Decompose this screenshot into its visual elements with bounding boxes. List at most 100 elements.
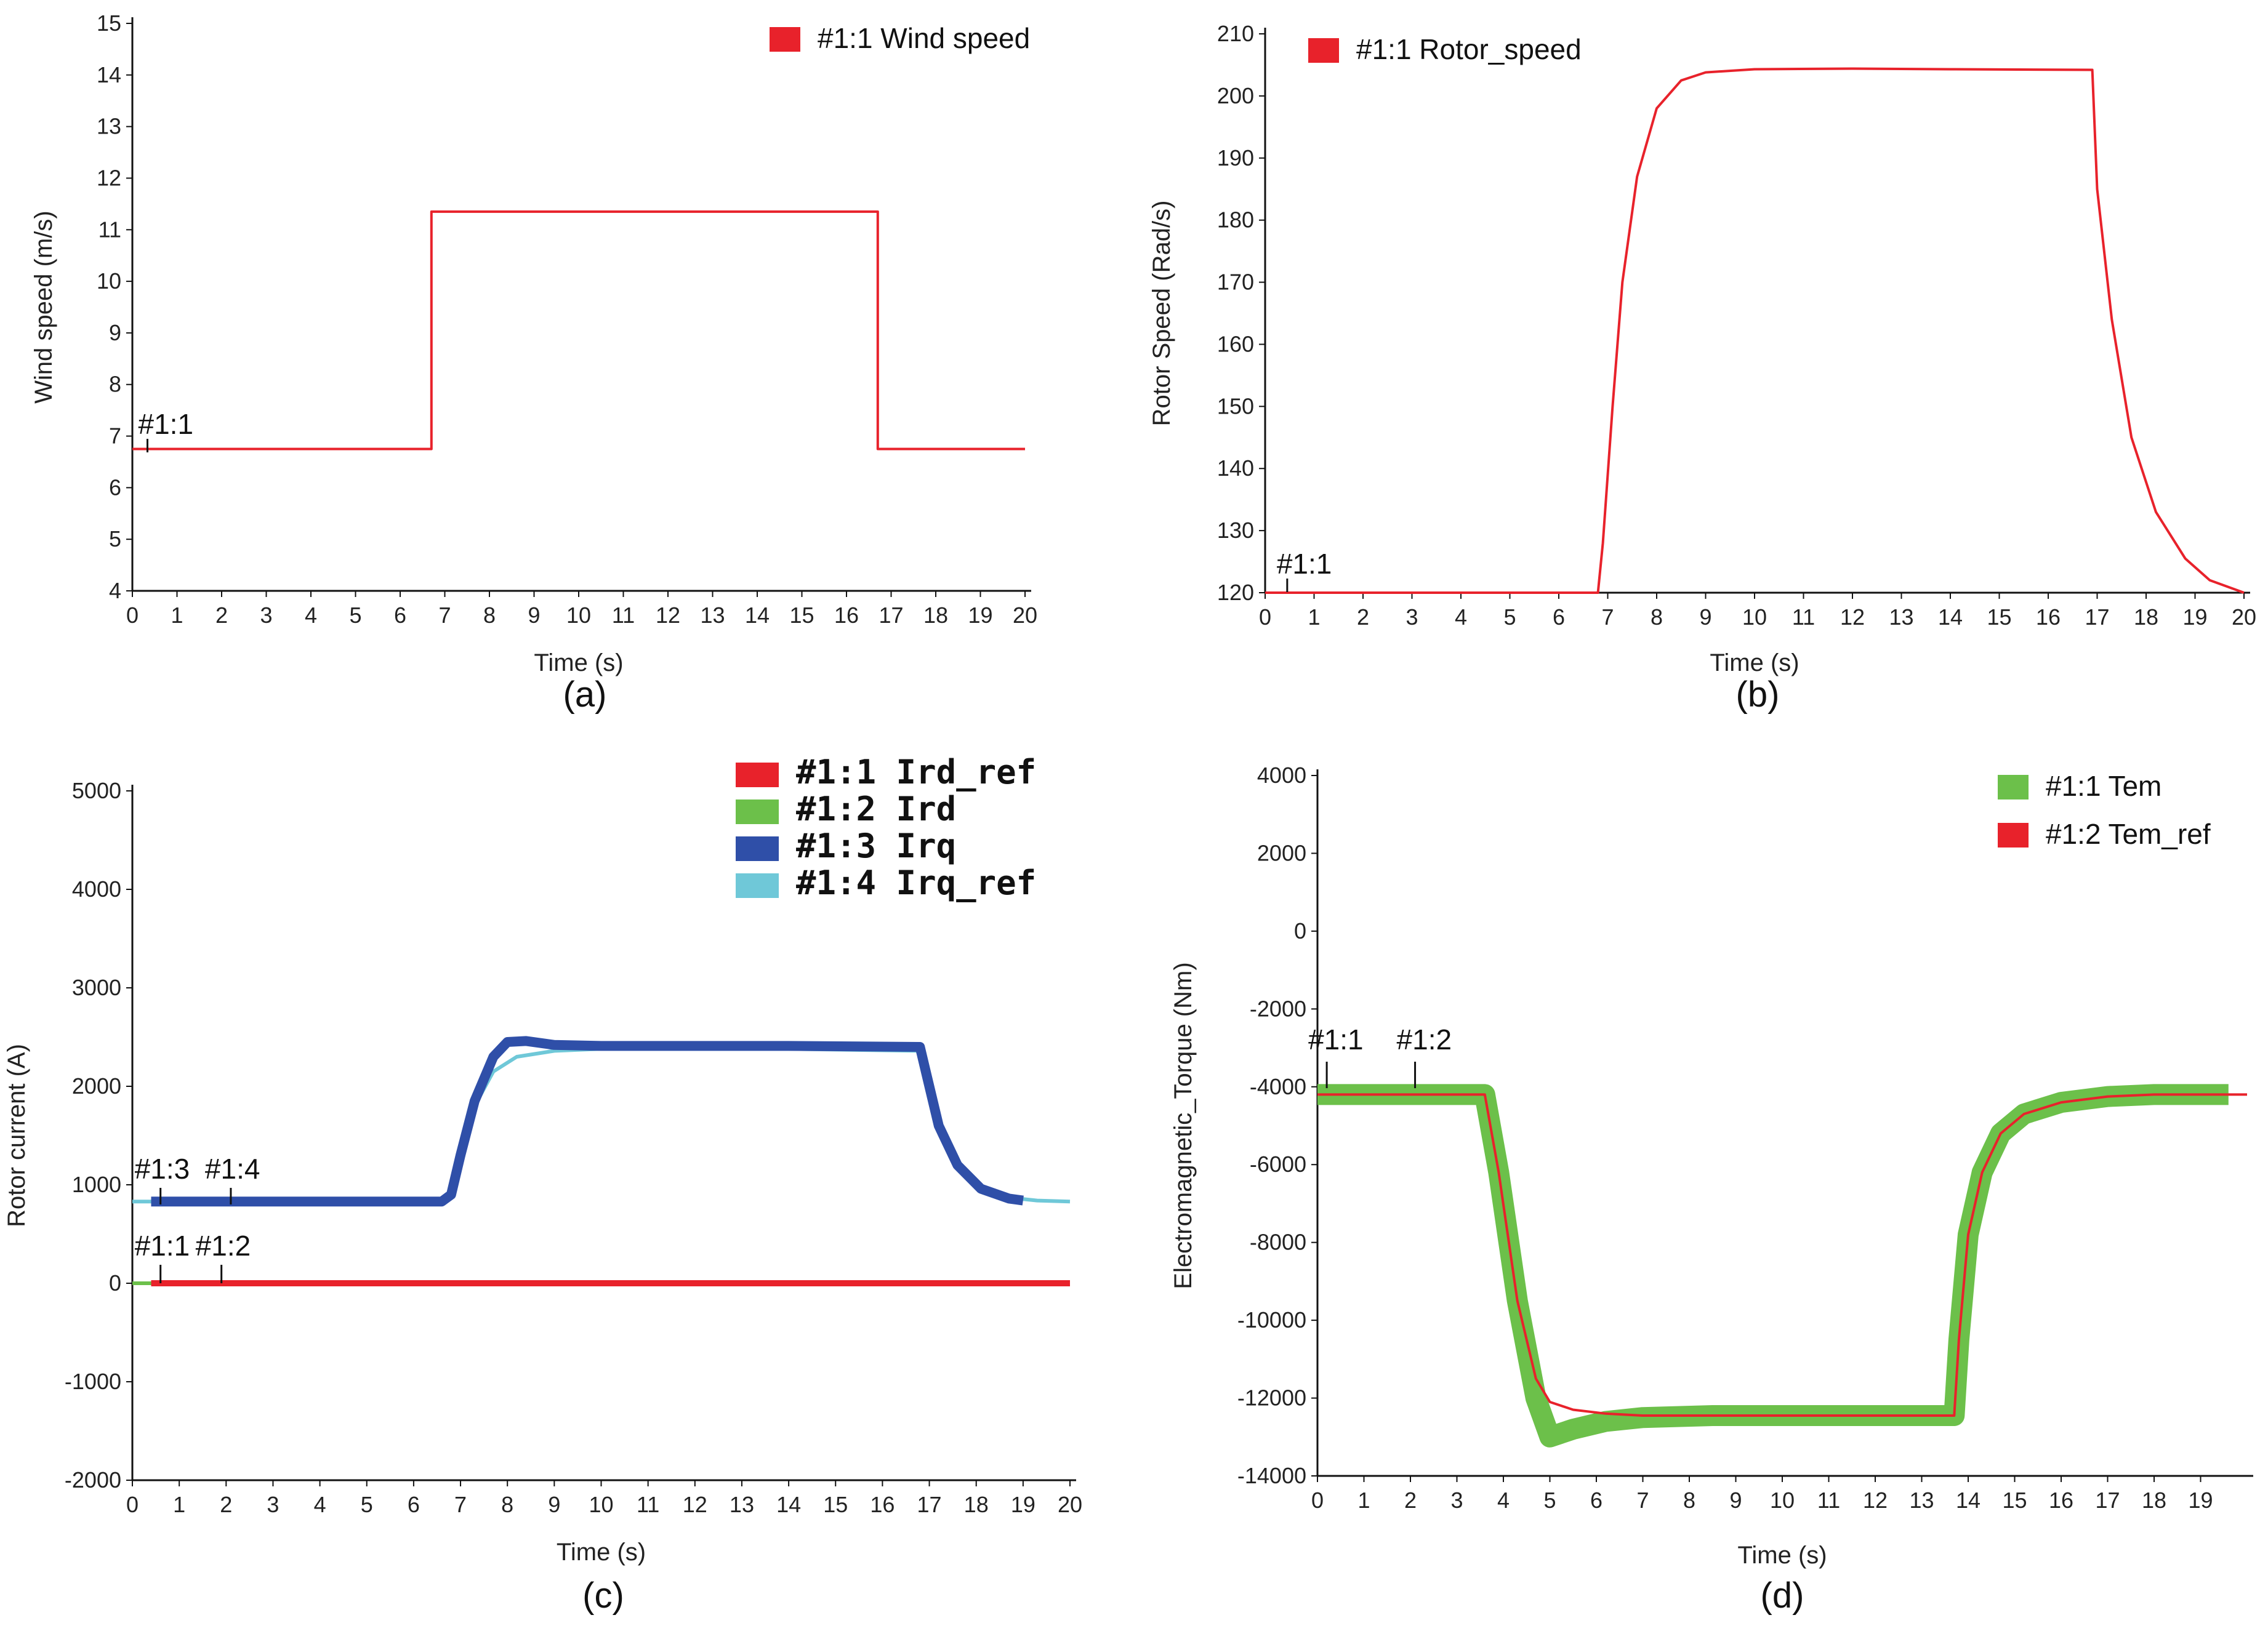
x-tick-label: 14 <box>745 603 770 628</box>
x-tick-label: 4 <box>314 1492 326 1517</box>
panel-label: (d) <box>1761 1576 1804 1616</box>
marker-label: #1:3 <box>135 1153 190 1185</box>
x-tick-label: 11 <box>612 603 635 628</box>
x-tick-label: 16 <box>2036 604 2061 630</box>
panel-label: (a) <box>563 675 607 715</box>
x-tick-label: 17 <box>879 603 903 628</box>
y-tick-label: 8 <box>109 372 121 397</box>
legend-swatch <box>736 873 779 898</box>
legend-label: #1:1 Rotor_speed <box>1356 33 1582 65</box>
y-tick-label: 130 <box>1217 518 1254 543</box>
marker-label: #1:1 <box>135 1230 190 1262</box>
x-tick-label: 4 <box>305 603 317 628</box>
x-tick-label: 18 <box>2134 604 2158 630</box>
x-tick-label: 16 <box>870 1492 895 1517</box>
x-tick-label: 9 <box>1699 604 1711 630</box>
x-tick-label: 15 <box>2002 1488 2027 1513</box>
y-tick-label: -12000 <box>1237 1385 1306 1411</box>
y-tick-label: 120 <box>1217 580 1254 605</box>
y-tick-label: 190 <box>1217 145 1254 170</box>
x-tick-label: 13 <box>700 603 725 628</box>
y-tick-label: -4000 <box>1250 1074 1306 1099</box>
marker-label: #1:4 <box>205 1153 260 1185</box>
x-tick-label: 14 <box>776 1492 801 1517</box>
y-tick-label: 0 <box>1294 918 1306 944</box>
x-tick-label: 10 <box>1742 604 1767 630</box>
legend-swatch <box>736 799 779 824</box>
legend-swatch <box>1998 823 2029 848</box>
y-tick-label: -2000 <box>1250 996 1306 1021</box>
y-tick-label: -8000 <box>1250 1230 1306 1255</box>
y-tick-label: 140 <box>1217 455 1254 481</box>
x-tick-label: 7 <box>1636 1488 1649 1513</box>
y-tick-label: -10000 <box>1237 1307 1306 1332</box>
x-axis-title: Time (s) <box>557 1539 646 1566</box>
x-tick-label: 2 <box>1357 604 1369 630</box>
y-tick-label: 5000 <box>72 778 121 803</box>
x-tick-label: 12 <box>1840 604 1865 630</box>
x-tick-label: 15 <box>823 1492 848 1517</box>
x-tick-label: 8 <box>483 603 496 628</box>
y-tick-label: 160 <box>1217 331 1254 356</box>
x-tick-label: 19 <box>968 603 992 628</box>
x-tick-label: 17 <box>2085 604 2109 630</box>
x-tick-label: 14 <box>1938 604 1963 630</box>
x-tick-label: 10 <box>566 603 591 628</box>
x-tick-label: 1 <box>1357 1488 1370 1513</box>
x-tick-label: 3 <box>267 1492 279 1517</box>
series-line <box>1317 1084 2229 1448</box>
x-tick-label: 9 <box>548 1492 560 1517</box>
y-tick-label: 3000 <box>72 975 121 1000</box>
y-tick-label: 4000 <box>1257 763 1306 788</box>
series-line <box>151 1036 1024 1207</box>
chart-c: 0 1 2 3 4 5 6 7 8 9 10 11 12 13 14 15 16 17 18 19 20-2000-10… <box>3 753 1082 1616</box>
x-tick-label: 13 <box>1889 604 1913 630</box>
x-axis-title: Time (s) <box>1710 649 1799 676</box>
marker-label: #1:1 <box>1308 1024 1364 1056</box>
y-axis-title: Rotor Speed (Rad/s) <box>1148 201 1175 427</box>
legend-swatch <box>1998 775 2029 799</box>
legend-swatch <box>1308 38 1339 63</box>
x-tick-label: 17 <box>2095 1488 2120 1513</box>
x-tick-label: 11 <box>637 1492 659 1517</box>
x-tick-label: 2 <box>1404 1488 1417 1513</box>
legend-swatch <box>770 27 800 52</box>
marker-label: #1:2 <box>1397 1024 1452 1056</box>
chart-d: 0 1 2 3 4 5 6 7 8 9 10 11 12 13 14 15 16 17 18 19-14000-120… <box>1170 763 2253 1616</box>
y-tick-label: 2000 <box>72 1073 121 1099</box>
x-tick-label: 18 <box>964 1492 989 1517</box>
legend-label: #1:1 Wind speed <box>818 22 1030 54</box>
marker-label: #1:1 <box>1277 548 1332 580</box>
x-tick-label: 3 <box>260 603 272 628</box>
y-tick-label: -2000 <box>65 1467 121 1493</box>
x-axis-title: Time (s) <box>1737 1542 1827 1569</box>
panel-label: (c) <box>582 1576 624 1616</box>
y-tick-label: 6 <box>109 475 121 500</box>
legend-label: #1:3 Irq <box>796 827 956 865</box>
y-tick-label: 12 <box>97 165 121 190</box>
x-tick-label: 11 <box>1792 604 1815 630</box>
y-tick-label: 11 <box>99 217 121 242</box>
x-tick-label: 7 <box>1601 604 1614 630</box>
x-tick-label: 10 <box>589 1492 613 1517</box>
x-tick-label: 4 <box>1497 1488 1510 1513</box>
y-tick-label: 4 <box>109 578 121 603</box>
x-tick-label: 2 <box>220 1492 232 1517</box>
legend-swatch <box>736 763 779 787</box>
x-tick-label: 13 <box>1909 1488 1934 1513</box>
x-tick-label: 6 <box>394 603 406 628</box>
y-axis-title: Rotor current (A) <box>3 1044 30 1227</box>
x-tick-label: 17 <box>917 1492 942 1517</box>
y-tick-label: 200 <box>1217 83 1254 108</box>
x-tick-label: 7 <box>454 1492 467 1517</box>
x-axis-title: Time (s) <box>534 649 623 676</box>
y-tick-label: -1000 <box>65 1369 121 1394</box>
x-tick-label: 20 <box>1058 1492 1082 1517</box>
marker-label: #1:1 <box>139 408 194 440</box>
x-tick-label: 20 <box>2232 604 2256 630</box>
x-tick-label: 15 <box>1987 604 2011 630</box>
x-tick-label: 0 <box>1311 1488 1324 1513</box>
x-tick-label: 8 <box>1651 604 1663 630</box>
legend-swatch <box>736 836 779 861</box>
